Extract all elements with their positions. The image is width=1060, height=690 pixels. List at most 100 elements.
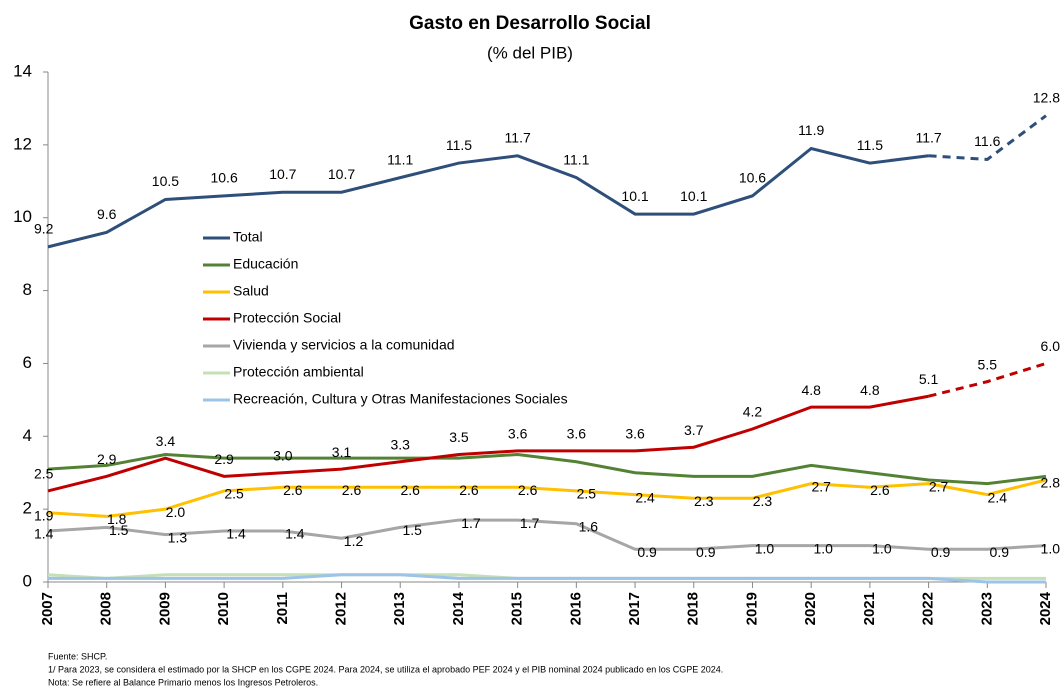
data-label: 3.3 [391, 436, 411, 452]
data-label: 3.5 [449, 429, 469, 445]
data-label: 10.7 [269, 166, 296, 182]
series-line [928, 361, 1047, 398]
series-line [47, 452, 1047, 486]
data-label: 9.6 [97, 206, 117, 222]
data-label: 0.9 [931, 544, 951, 560]
x-tick-label: 2010 [215, 592, 232, 625]
x-tick-label: 2008 [98, 592, 115, 625]
data-label: 2.8 [1041, 475, 1060, 491]
data-label: 1.6 [579, 518, 599, 534]
series-line [47, 394, 929, 493]
data-label: 2.9 [214, 451, 234, 467]
x-tick-label: 2007 [39, 592, 56, 625]
x-tick-label: 2017 [626, 592, 643, 625]
chart-title: Gasto en Desarrollo Social [409, 13, 651, 34]
data-label: 2.4 [635, 489, 655, 505]
data-label: 5.1 [919, 371, 939, 387]
x-tick-label: 2022 [920, 592, 937, 625]
x-tick-label: 2015 [509, 592, 526, 625]
data-label: 11.5 [857, 137, 883, 153]
data-label: 0.9 [696, 544, 716, 560]
x-tick-label: 2024 [1037, 591, 1054, 625]
series-line [47, 518, 1047, 551]
data-label: 2.0 [166, 504, 186, 520]
x-tick-label: 2016 [567, 592, 584, 625]
legend-label: Protección Social [233, 310, 341, 326]
data-label: 4.8 [801, 382, 821, 398]
data-label: 1.3 [168, 529, 188, 545]
series-line [48, 573, 1046, 584]
data-label: 5.5 [978, 356, 998, 372]
data-label: 1.4 [34, 526, 54, 542]
data-label: 1.9 [34, 507, 54, 523]
data-label: 6.0 [1041, 338, 1060, 354]
data-label: 2.6 [401, 482, 421, 498]
data-label: 4.2 [743, 404, 763, 420]
data-label: 1.2 [344, 533, 364, 549]
data-label: 2.5 [34, 466, 54, 482]
data-label: 0.9 [637, 544, 657, 560]
data-label: 2.4 [988, 489, 1008, 505]
data-label: 3.4 [156, 433, 176, 449]
data-label: 2.7 [929, 478, 949, 494]
footnote: 1/ Para 2023, se considera el estimado p… [48, 664, 723, 674]
series-line [47, 478, 1047, 518]
chart-subtitle: (% del PIB) [487, 43, 573, 62]
data-label: 0.9 [990, 544, 1010, 560]
y-tick-label: 4 [23, 426, 32, 445]
data-label: 2.3 [753, 493, 773, 509]
x-tick-label: 2012 [332, 592, 349, 625]
data-label: 1.7 [461, 515, 481, 531]
data-label: 2.3 [694, 493, 714, 509]
y-tick-label: 12 [13, 134, 32, 153]
data-label: 3.6 [508, 426, 528, 442]
legend-label: Protección ambiental [233, 364, 364, 380]
data-label: 10.6 [739, 170, 766, 186]
data-label: 11.7 [505, 129, 531, 145]
data-label: 2.7 [811, 478, 831, 494]
data-label: 10.6 [210, 170, 237, 186]
x-tick-label: 2020 [802, 592, 819, 625]
x-tick-label: 2018 [685, 592, 702, 625]
data-label: 3.0 [273, 447, 293, 463]
data-label: 1.7 [520, 515, 540, 531]
data-label: 10.7 [328, 166, 355, 182]
data-label: 2.6 [342, 482, 362, 498]
x-tick-label: 2011 [274, 592, 291, 625]
y-tick-label: 0 [23, 571, 32, 590]
data-label: 1.5 [403, 522, 423, 538]
data-label: 11.1 [563, 151, 589, 167]
data-label: 11.7 [915, 129, 941, 145]
data-label: 10.5 [152, 173, 179, 189]
data-label: 3.6 [625, 426, 645, 442]
data-label: 2.6 [283, 482, 303, 498]
data-label: 2.6 [459, 482, 479, 498]
y-tick-label: 14 [13, 61, 32, 80]
data-label: 2.6 [870, 482, 890, 498]
data-label: 4.8 [860, 382, 880, 398]
x-tick-label: 2009 [156, 592, 173, 625]
data-label: 10.1 [680, 188, 707, 204]
data-label: 2.5 [577, 486, 597, 502]
data-label: 1.4 [285, 526, 305, 542]
data-label: 1.0 [1041, 540, 1060, 556]
legend-label: Salud [233, 283, 269, 299]
data-label: 11.9 [798, 122, 824, 138]
data-label: 2.9 [97, 451, 117, 467]
data-label: 2.6 [518, 482, 538, 498]
data-label: 1.0 [872, 540, 892, 556]
data-label: 9.2 [34, 221, 54, 237]
data-label: 11.5 [446, 137, 472, 153]
x-tick-label: 2014 [450, 591, 467, 625]
y-tick-label: 6 [23, 353, 32, 372]
data-label: 11.6 [974, 133, 1000, 149]
x-tick-label: 2013 [391, 592, 408, 625]
series-line [47, 146, 929, 249]
footnote: Fuente: SHCP. [48, 651, 107, 661]
data-label: 10.1 [621, 188, 648, 204]
data-label: 1.8 [107, 511, 127, 527]
data-label: 1.0 [755, 540, 775, 556]
data-label: 12.8 [1033, 89, 1060, 105]
footnote: Nota: Se refiere al Balance Primario men… [48, 677, 318, 687]
